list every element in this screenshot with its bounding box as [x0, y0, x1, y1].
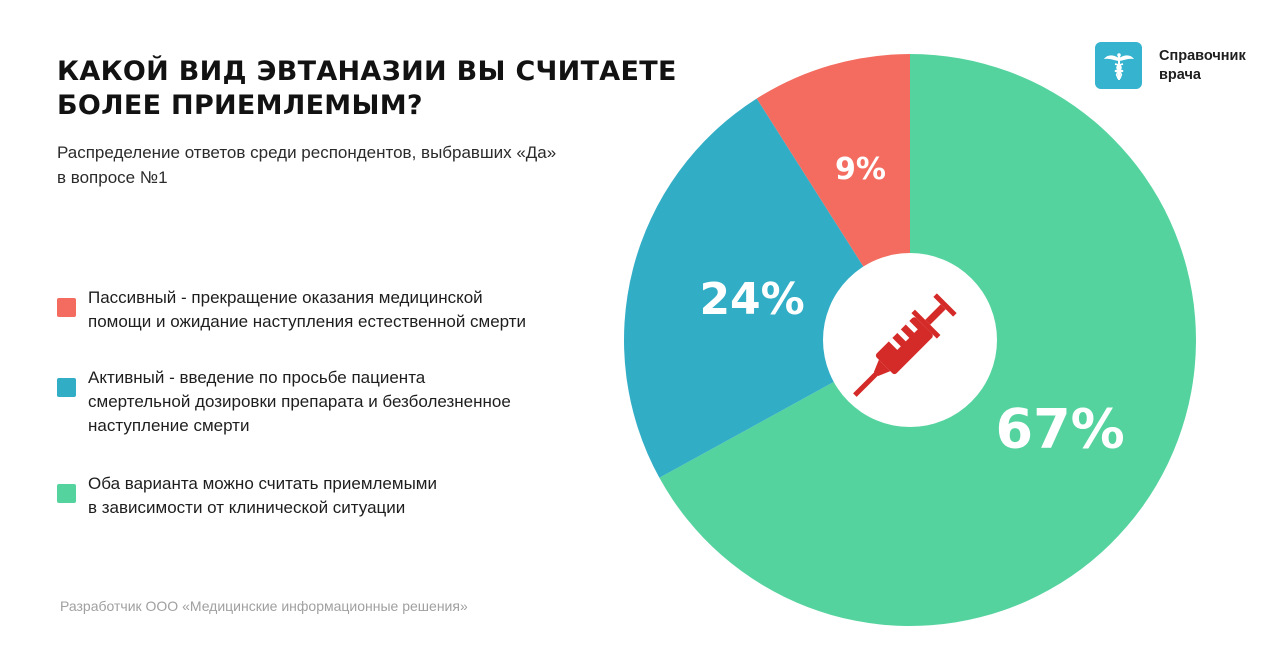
legend-label-passive: Пассивный - прекращение оказания медицин…: [88, 288, 527, 331]
legend-swatch-both: [57, 484, 76, 503]
legend-swatch-passive: [57, 298, 76, 317]
pie-labels: 67% 24% 9%: [699, 152, 1124, 460]
legend-swatch-active: [57, 378, 76, 397]
pie-slice-active: [624, 98, 910, 478]
footer-credit: Разработчик ООО «Медицинские информацион…: [60, 598, 468, 614]
pie-label-passive: 9%: [835, 152, 886, 187]
legend-label-both: Оба варианта можно считать приемлемыми в…: [88, 474, 437, 517]
chart-subtitle: Распределение ответов среди респондентов…: [57, 143, 557, 187]
syringe-icon: [853, 293, 957, 397]
caduceus-icon: [1095, 42, 1142, 89]
legend-item-passive: Пассивный - прекращение оказания медицин…: [57, 286, 526, 334]
pie-chart: 67% 24% 9%: [624, 54, 1196, 626]
legend-item-active: Активный - введение по просьбе пациента …: [57, 366, 511, 438]
pie-label-both: 67%: [996, 397, 1125, 460]
legend-item-both: Оба варианта можно считать приемлемыми в…: [57, 472, 437, 520]
brand-logo-block[interactable]: Справочник врача: [1095, 42, 1246, 89]
chart-title: КАКОЙ ВИД ЭВТАНАЗИИ ВЫ СЧИТАЕТЕ БОЛЕЕ ПР…: [57, 56, 677, 121]
pie-label-active: 24%: [699, 274, 804, 325]
legend-label-active: Активный - введение по просьбе пациента …: [88, 368, 511, 435]
brand-name: Справочник врача: [1159, 47, 1246, 83]
